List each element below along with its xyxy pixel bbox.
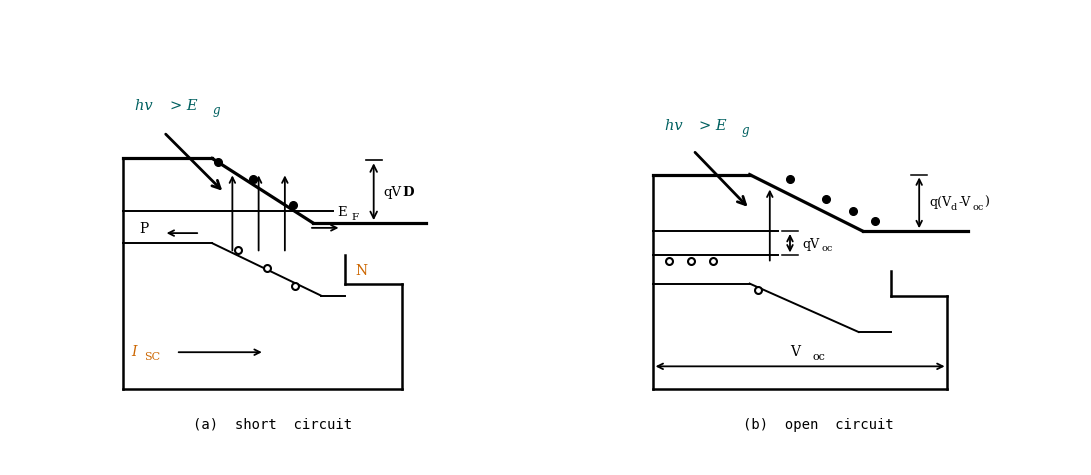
Text: g: g — [742, 124, 750, 137]
Text: qV: qV — [384, 186, 401, 199]
Text: I: I — [131, 345, 137, 359]
Text: N: N — [356, 265, 368, 278]
Text: (a)  short  circuit: (a) short circuit — [193, 418, 352, 432]
Text: ): ) — [984, 196, 988, 209]
Text: > E: > E — [170, 99, 197, 113]
Text: F: F — [351, 213, 359, 222]
Text: hv: hv — [664, 119, 687, 133]
Text: q(V: q(V — [930, 196, 951, 209]
Text: E: E — [337, 207, 347, 219]
Text: -V: -V — [959, 196, 971, 209]
Text: D: D — [403, 186, 415, 199]
Text: > E: > E — [699, 119, 727, 133]
Text: hv: hv — [135, 99, 158, 113]
Text: qV: qV — [802, 238, 819, 250]
Text: V: V — [790, 345, 800, 359]
Text: oc: oc — [822, 244, 832, 253]
Text: SC: SC — [144, 352, 160, 362]
Text: d: d — [950, 203, 957, 212]
Text: g: g — [212, 104, 219, 117]
Text: oc: oc — [973, 203, 984, 212]
Text: (b)  open  circuit: (b) open circuit — [743, 418, 894, 432]
Text: P: P — [140, 222, 148, 236]
Text: oc: oc — [812, 352, 825, 362]
